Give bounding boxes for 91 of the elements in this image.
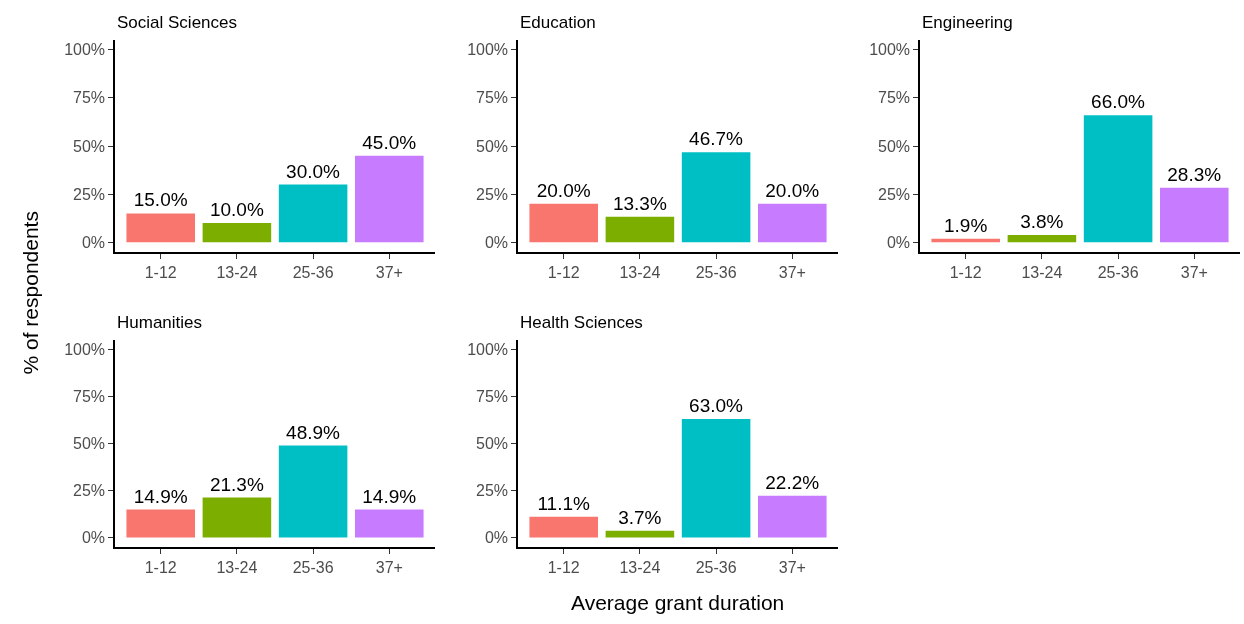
x-tick-label: 25-36 — [292, 263, 334, 281]
x-tick-label: 1-12 — [547, 263, 580, 281]
bar — [202, 497, 272, 538]
x-tick-label: 13-24 — [216, 558, 258, 576]
x-tick-label: 1-12 — [144, 558, 177, 576]
y-tick-label: 0% — [81, 529, 106, 547]
chart-title: Social Sciences — [117, 13, 238, 32]
bar — [202, 223, 272, 243]
bar — [355, 509, 424, 538]
data-label: 21.3% — [209, 473, 264, 495]
y-tick-label: 100% — [467, 41, 509, 59]
y-tick-label: 75% — [73, 89, 106, 107]
y-tick-label: 100% — [64, 41, 106, 59]
y-tick-label: 50% — [476, 137, 509, 155]
data-label: 11.1% — [537, 492, 590, 514]
x-tick-label: 25-36 — [1097, 263, 1139, 281]
y-tick-label: 100% — [64, 341, 106, 359]
data-label: 13.3% — [612, 192, 667, 214]
chart-title: Health Sciences — [520, 313, 643, 332]
y-tick-label: 25% — [73, 185, 106, 203]
data-label: 46.7% — [689, 128, 744, 150]
bar — [681, 152, 751, 243]
data-label: 63.0% — [689, 395, 744, 417]
bar — [1083, 115, 1153, 243]
data-label: 20.0% — [536, 179, 591, 201]
bar — [1007, 235, 1077, 243]
x-tick-label: 1-12 — [949, 263, 982, 281]
data-label: 45.0% — [362, 131, 417, 153]
x-axis-title: Average grant duration — [571, 591, 785, 614]
y-tick-label: 0% — [484, 529, 509, 547]
x-tick-label: 13-24 — [1021, 263, 1063, 281]
bar — [1160, 187, 1229, 243]
data-label: 48.9% — [286, 421, 341, 443]
data-label: 14.9% — [362, 485, 417, 507]
x-tick-label: 1-12 — [547, 558, 580, 576]
x-tick-label: 25-36 — [292, 558, 334, 576]
x-tick-label: 13-24 — [619, 263, 661, 281]
data-label: 14.9% — [133, 485, 188, 507]
x-tick-label: 13-24 — [216, 263, 258, 281]
x-tick-label: 37+ — [375, 263, 403, 281]
y-tick-label: 50% — [878, 137, 911, 155]
bar — [605, 216, 675, 243]
y-tick-label: 25% — [878, 185, 911, 203]
y-tick-label: 100% — [467, 341, 509, 359]
y-tick-label: 50% — [73, 137, 106, 155]
y-tick-label: 75% — [476, 388, 509, 406]
y-tick-label: 50% — [476, 435, 509, 453]
bar — [529, 203, 598, 243]
bar — [278, 184, 348, 243]
y-tick-label: 50% — [73, 435, 106, 453]
bar — [681, 419, 751, 538]
data-label: 30.0% — [286, 160, 341, 182]
x-tick-label: 37+ — [778, 263, 806, 281]
data-label: 22.2% — [765, 471, 820, 493]
bar — [278, 445, 348, 538]
bar — [605, 530, 675, 538]
x-tick-label: 13-24 — [619, 558, 661, 576]
y-tick-label: 75% — [73, 388, 106, 406]
bar — [758, 203, 827, 243]
data-label: 10.0% — [209, 199, 264, 221]
y-tick-label: 25% — [476, 185, 509, 203]
bar — [758, 495, 827, 538]
bar — [126, 213, 195, 243]
data-label: 3.8% — [1020, 211, 1064, 233]
data-label: 28.3% — [1167, 163, 1222, 185]
chart-title: Education — [520, 13, 596, 32]
x-tick-label: 37+ — [778, 558, 806, 576]
x-tick-label: 25-36 — [695, 558, 737, 576]
bar — [355, 155, 424, 243]
bar — [529, 516, 598, 538]
x-tick-label: 37+ — [1180, 263, 1208, 281]
y-tick-label: 100% — [869, 41, 911, 59]
x-tick-label: 25-36 — [695, 263, 737, 281]
data-label: 20.0% — [765, 179, 820, 201]
y-tick-label: 75% — [476, 89, 509, 107]
x-tick-label: 1-12 — [144, 263, 177, 281]
y-tick-label: 0% — [81, 233, 106, 251]
data-label: 3.7% — [618, 506, 662, 528]
chart-title: Humanities — [117, 313, 203, 332]
y-tick-label: 75% — [878, 89, 911, 107]
y-axis-title: % of respondents — [18, 211, 42, 375]
chart-title: Engineering — [922, 13, 1013, 32]
y-tick-label: 25% — [476, 482, 509, 500]
data-label: 66.0% — [1091, 91, 1146, 113]
y-tick-label: 25% — [73, 482, 106, 500]
data-label: 15.0% — [133, 189, 188, 211]
y-tick-label: 0% — [886, 233, 911, 251]
y-tick-label: 0% — [484, 233, 509, 251]
x-tick-label: 37+ — [375, 558, 403, 576]
bar — [126, 509, 195, 538]
data-label: 1.9% — [944, 214, 988, 236]
